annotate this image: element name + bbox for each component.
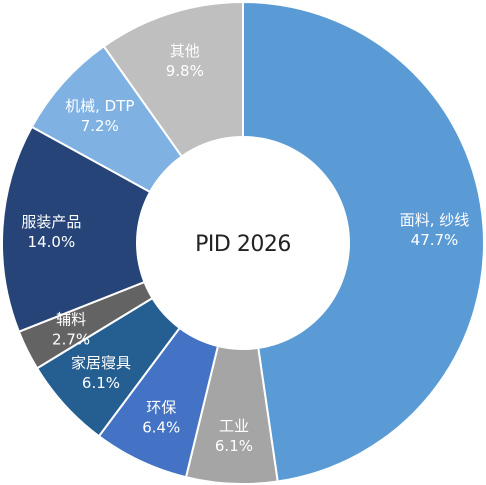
slice-value-5: 14.0%	[28, 233, 76, 251]
slice-value-3: 6.1%	[82, 374, 120, 392]
slice-label-4: 辅料 2.7%	[52, 311, 90, 349]
slice-label-1: 工业 6.1%	[215, 417, 253, 455]
slice-label-7: 其他 9.8%	[166, 42, 204, 80]
slice-label-5: 服装产品 14.0%	[21, 213, 81, 251]
slice-name-1: 工业	[219, 417, 249, 435]
slice-label-3: 家居寝具 6.1%	[71, 354, 131, 392]
slice-value-7: 9.8%	[166, 62, 204, 80]
slice-labels: 面料, 纱线 47.7% 工业 6.1% 环保 6.4% 家居寝具 6.1% 辅料 2.7% 服装产…	[21, 42, 469, 455]
slice-label-2: 环保 6.4%	[142, 399, 180, 437]
slice-name-0: 面料, 纱线	[400, 211, 470, 229]
slice-name-7: 其他	[170, 42, 200, 60]
slice-name-3: 家居寝具	[71, 354, 131, 372]
slice-value-1: 6.1%	[215, 437, 253, 455]
slice-value-2: 6.4%	[142, 419, 180, 437]
slice-value-6: 7.2%	[81, 117, 119, 135]
slice-name-2: 环保	[146, 399, 176, 417]
slice-0	[242, 0, 485, 483]
slice-name-6: 机械, DTP	[65, 97, 134, 115]
slice-label-0: 面料, 纱线 47.7%	[400, 211, 470, 249]
chart-title: PID 2026	[195, 232, 291, 257]
donut-hole	[136, 136, 350, 350]
slice-value-0: 47.7%	[411, 231, 459, 249]
slice-value-4: 2.7%	[52, 331, 90, 349]
slice-name-5: 服装产品	[21, 213, 81, 231]
slice-label-6: 机械, DTP 7.2%	[65, 97, 134, 135]
slice-name-4: 辅料	[56, 311, 86, 329]
slice-5	[1, 125, 246, 334]
